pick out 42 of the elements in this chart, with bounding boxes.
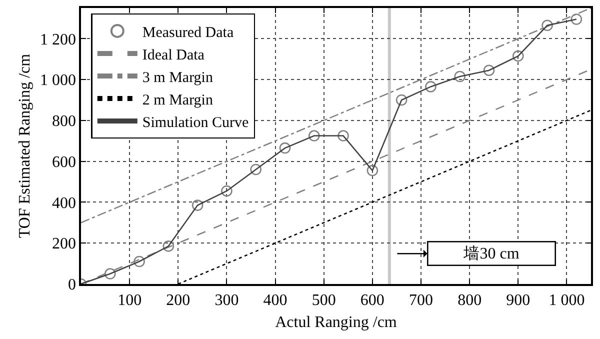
x-tick-label: 600 — [360, 292, 384, 309]
legend-label: Ideal Data — [142, 47, 205, 64]
legend-label: Measured Data — [142, 24, 234, 41]
x-tick-label: 100 — [118, 292, 142, 309]
point — [396, 94, 408, 106]
x-tick-label: 200 — [166, 292, 190, 309]
x-tick-label: 500 — [312, 292, 336, 309]
y-tick-label: 1 200 — [40, 31, 76, 48]
x-tick-label: 400 — [263, 292, 288, 309]
annotation: 墙30 cm — [462, 244, 520, 262]
y-tick-label: 0 — [68, 276, 76, 294]
point — [308, 130, 320, 142]
y-tick-label: 200 — [52, 236, 76, 253]
y-tick-label: 1 000 — [40, 72, 76, 90]
point — [162, 240, 174, 252]
point — [483, 64, 495, 76]
y-tick-label: 600 — [52, 154, 76, 171]
x-tick-label: 900 — [506, 292, 530, 309]
point — [192, 200, 204, 211]
x-tick-label: 1 000 — [548, 292, 585, 309]
y-tick-label: 400 — [52, 194, 76, 212]
x-tick-label: 700 — [409, 292, 433, 309]
x-tick-label: 800 — [458, 292, 482, 309]
point — [454, 70, 466, 82]
point — [425, 81, 436, 92]
x-axis-title: Actul Ranging /cm — [275, 314, 398, 332]
y-axis-title: TOF Estimated Ranging /cm — [16, 53, 34, 238]
point — [512, 50, 524, 62]
point — [570, 14, 582, 25]
legend-label: Simulation Curve — [142, 114, 249, 131]
legend-label: 3 m Margin — [142, 70, 214, 86]
point — [134, 256, 145, 268]
point — [250, 164, 262, 176]
y-tick-label: 800 — [52, 113, 76, 130]
point — [366, 164, 378, 176]
point — [221, 185, 232, 197]
point — [279, 142, 291, 154]
point — [338, 130, 349, 142]
point — [104, 268, 116, 280]
legend-label: 2 m Margin — [142, 92, 214, 108]
point — [542, 20, 553, 32]
x-tick-label: 300 — [214, 292, 239, 309]
